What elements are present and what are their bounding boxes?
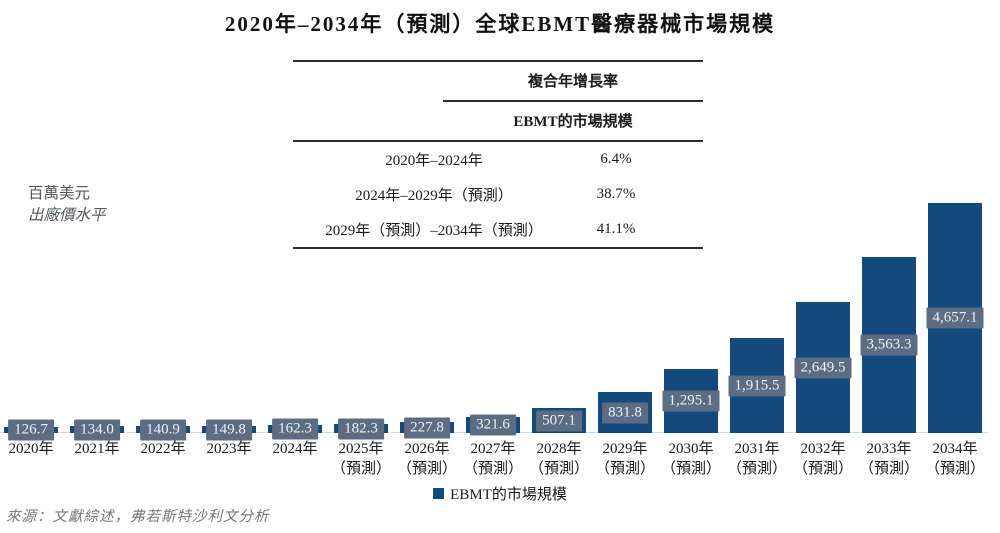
bar-value-label: 134.0 xyxy=(74,419,120,440)
bar-value-label: 507.1 xyxy=(536,410,582,431)
x-axis-label: 2020年 xyxy=(0,439,64,459)
bar-value-label: 4,657.1 xyxy=(926,307,984,329)
x-axis-year: 2022年 xyxy=(140,441,186,457)
bar-value-label: 162.3 xyxy=(272,418,318,440)
x-axis-year: 2020年 xyxy=(8,441,54,457)
x-axis-label: 2027年 （預測） xyxy=(460,439,526,479)
bar-value-label: 321.6 xyxy=(470,414,516,436)
table-row: 2024年–2029年（預測） 38.7% xyxy=(293,177,703,212)
cagr-period: 2029年（預測）–2034年（預測） xyxy=(325,223,543,239)
table-top-rule xyxy=(293,60,703,62)
x-axis-year: 2029年 xyxy=(602,441,648,457)
x-axis-forecast-suffix: （預測） xyxy=(594,461,655,477)
bar-value-label: 227.8 xyxy=(404,417,450,438)
legend: EBMT的市場規模 xyxy=(0,483,1000,504)
bar-value-label: 149.8 xyxy=(206,419,252,440)
x-axis-forecast-suffix: （預測） xyxy=(726,461,787,477)
x-axis-label: 2030年 （預測） xyxy=(658,439,724,479)
x-axis-forecast-suffix: （預測） xyxy=(396,461,457,477)
x-axis-year: 2021年 xyxy=(74,441,120,457)
x-axis-label: 2032年 （預測） xyxy=(790,439,856,479)
x-axis-forecast-suffix: （預測） xyxy=(858,461,919,477)
table-row: 2029年（預測）–2034年（預測） 41.1% xyxy=(293,212,703,247)
table-mid-rule xyxy=(293,140,703,142)
x-axis-label: 2022年 xyxy=(130,439,196,459)
x-axis-year: 2030年 xyxy=(668,441,714,457)
x-axis-forecast-suffix: （預測） xyxy=(330,461,391,477)
y-axis-unit: 百萬美元 出廠價水平 xyxy=(28,183,106,227)
x-axis-label: 2034年 （預測） xyxy=(922,439,988,479)
x-axis-year: 2025年 xyxy=(338,441,384,457)
x-axis-year: 2023年 xyxy=(206,441,252,457)
x-axis-year: 2027年 xyxy=(470,441,516,457)
x-axis-year: 2033年 xyxy=(866,441,912,457)
x-axis-forecast-suffix: （預測） xyxy=(660,461,721,477)
x-axis-forecast-suffix: （預測） xyxy=(528,461,589,477)
bar-value-label: 3,563.3 xyxy=(860,334,918,356)
bar-value-label: 182.3 xyxy=(338,418,384,439)
table-bottom-rule xyxy=(293,247,703,249)
x-axis-label: 2023年 xyxy=(196,439,262,459)
source-note: 來源：文獻綜述，弗若斯特沙利文分析 xyxy=(6,509,270,525)
cagr-value: 6.4% xyxy=(600,151,632,167)
x-axis-year: 2026年 xyxy=(404,441,450,457)
cagr-value: 41.1% xyxy=(596,221,636,237)
cagr-table: 複合年增長率 EBMT的市場規模 2020年–2024年 6.4% 2024年–… xyxy=(293,60,703,249)
table-sub-rule xyxy=(443,100,703,102)
y-axis-unit-line1: 百萬美元 xyxy=(28,185,91,202)
bar-value-label: 2,649.5 xyxy=(794,357,852,378)
cagr-table-header: 複合年增長率 xyxy=(527,74,618,90)
x-axis-label: 2029年 （預測） xyxy=(592,439,658,479)
cagr-value: 38.7% xyxy=(596,186,636,202)
cagr-period: 2020年–2024年 xyxy=(385,153,483,169)
x-axis-label: 2028年 （預測） xyxy=(526,439,592,479)
bar-value-label: 140.9 xyxy=(140,419,186,440)
x-axis-label: 2021年 xyxy=(64,439,130,459)
bar-value-label: 831.8 xyxy=(602,402,648,423)
x-axis-year: 2024年 xyxy=(272,441,318,457)
x-axis-forecast-suffix: （預測） xyxy=(462,461,523,477)
x-axis-label: 2025年 （預測） xyxy=(328,439,394,479)
x-axis-label: 2026年 （預測） xyxy=(394,439,460,479)
chart-title: 2020年–2034年（預測）全球EBMT醫療器械市場規模 xyxy=(224,12,776,36)
bar-value-label: 1,915.5 xyxy=(728,375,786,396)
x-axis-label: 2031年 （預測） xyxy=(724,439,790,479)
legend-label: EBMT的市場規模 xyxy=(450,487,567,503)
x-axis-forecast-suffix: （預測） xyxy=(792,461,853,477)
cagr-table-subheader: EBMT的市場規模 xyxy=(513,114,633,130)
bar-value-label: 126.7 xyxy=(8,419,54,441)
x-axis-label: 2033年 （預測） xyxy=(856,439,922,479)
table-row: 2020年–2024年 6.4% xyxy=(293,142,703,177)
x-axis-year: 2028年 xyxy=(536,441,582,457)
x-axis-year: 2034年 xyxy=(932,441,978,457)
y-axis-unit-line2: 出廠價水平 xyxy=(28,207,106,224)
cagr-period: 2024年–2029年（預測） xyxy=(355,188,513,204)
x-axis-year: 2031年 xyxy=(734,441,780,457)
legend-marker-icon xyxy=(433,488,445,499)
x-axis-label: 2024年 xyxy=(262,439,328,459)
x-axis-year: 2032年 xyxy=(800,441,846,457)
x-axis-forecast-suffix: （預測） xyxy=(924,461,985,477)
bar-value-label: 1,295.1 xyxy=(662,390,720,412)
